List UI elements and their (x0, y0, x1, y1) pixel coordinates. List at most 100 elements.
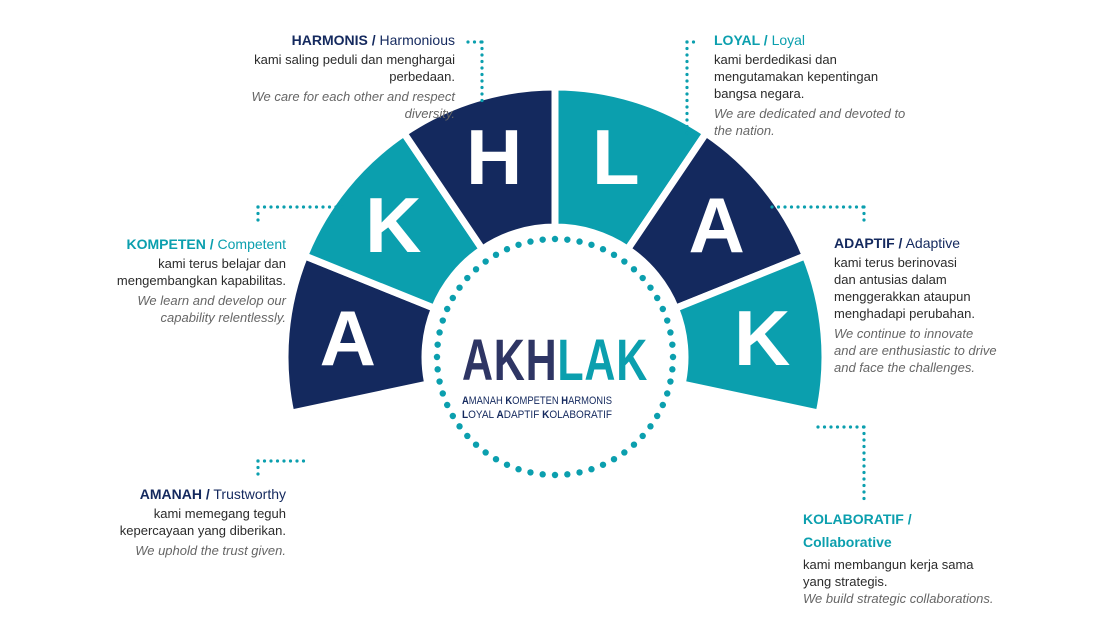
ring-dot (610, 455, 618, 463)
ring-dot (669, 353, 677, 361)
kompeten-english: We learn and develop our capability rele… (137, 293, 286, 325)
ring-dot (659, 401, 666, 409)
loyal-id-label: LOYAL / (714, 32, 768, 48)
ring-dot (436, 329, 443, 336)
loyal-en-label: Loyal (771, 32, 806, 48)
ring-dot (599, 461, 607, 468)
adaptif-english: We continue to innovate and are enthusia… (834, 326, 997, 375)
ring-dot (527, 238, 534, 245)
ring-dot (599, 246, 607, 253)
tagline-rest: ARMONIS (568, 395, 612, 407)
tagline-rest: OLABORATIF (549, 409, 612, 421)
ring-dot (439, 317, 446, 324)
kolaboratif-english: We build strategic collaborations. (803, 591, 994, 606)
kompeten-en-label: Competent (217, 236, 286, 252)
ring-dot (653, 294, 661, 302)
ring-dot (588, 466, 595, 473)
harmonis-description: kami saling peduli dan menghargai perbed… (254, 52, 455, 84)
ring-dot (653, 412, 661, 420)
ring-dot (630, 266, 638, 273)
ring-dot (564, 471, 571, 478)
amanah-en-label: Trustworthy (213, 486, 286, 502)
kompeten-id-label: KOMPETEN / (126, 236, 214, 252)
segment-letter: A (320, 294, 376, 382)
kolaboratif-title: KOLABORATIF / Collaborative (803, 508, 953, 554)
segment-3: H (399, 83, 559, 255)
ring-dot (464, 274, 471, 282)
ring-dot (576, 469, 583, 476)
kompeten-title: KOMPETEN / Competent (26, 235, 287, 254)
kolaboratif-id-label: KOLABORATIF / (803, 511, 912, 527)
ring-dot (482, 258, 489, 265)
adaptif-block: ADAPTIF / Adaptive kami terus berinovasi… (834, 234, 1084, 376)
harmonis-block: HARMONIS / Harmonious kami saling peduli… (195, 31, 455, 122)
segment-2: K (300, 128, 488, 313)
logo-tagline-line1: AMANAH KOMPETEN HARMONIS (462, 395, 612, 407)
logo-teal-part: LAK (557, 328, 648, 393)
ring-dot (667, 329, 674, 336)
segment-4: L (551, 83, 711, 255)
ring-dot (539, 471, 546, 478)
tagline-rest: OYAL (468, 409, 496, 421)
tagline-initial: H (561, 395, 568, 407)
ring-dot (464, 432, 471, 440)
segment-shape (670, 251, 829, 418)
dotted-connectors (256, 40, 866, 502)
ring-dot (434, 341, 441, 348)
ring-dot (639, 274, 646, 282)
tagline-rest: DAPTIF (504, 409, 542, 421)
loyal-english: We are dedicated and devoted to the nati… (714, 106, 906, 138)
ring-dot (472, 441, 480, 448)
arc-segments: AKH LAK (281, 83, 829, 418)
adaptif-id-label: ADAPTIF / (834, 235, 903, 251)
ring-dot (630, 441, 638, 448)
tagline-initial: A (462, 395, 469, 407)
segment-6: K (670, 251, 829, 418)
tagline-rest: MANAH (469, 395, 506, 407)
segment-letter: L (592, 113, 640, 201)
amanah-description: kami memegang teguh kepercayaan yang dib… (119, 506, 286, 538)
ring-dot (492, 251, 500, 259)
kolaboratif-description: kami membangun kerja sama yang strategis… (803, 557, 974, 589)
ring-dot (527, 469, 534, 476)
ring-dot (439, 390, 446, 397)
ring-dot (669, 341, 676, 348)
tagline-initial: L (462, 409, 468, 421)
adaptif-en-label: Adaptive (905, 235, 961, 251)
ring-dot (647, 284, 654, 291)
ring-dot (576, 238, 583, 245)
harmonis-title: HARMONIS / Harmonious (195, 31, 455, 50)
ring-dot (621, 258, 628, 265)
amanah-english: We uphold the trust given. (135, 543, 286, 558)
inner-dotted-ring (433, 235, 677, 479)
harmonis-id-label: HARMONIS / (291, 32, 376, 48)
ring-dot (669, 366, 676, 373)
loyal-title: LOYAL / Loyal (714, 31, 974, 50)
kolaboratif-en-label: Collaborative (803, 534, 892, 550)
segment-letter: A (688, 181, 744, 269)
loyal-description: kami berdedikasi dan mengutamakan kepent… (714, 52, 879, 101)
ring-dot (539, 236, 546, 243)
ring-dot (482, 449, 489, 456)
logo-wordmark: AKHLAK (462, 328, 648, 393)
ring-dot (433, 353, 441, 361)
ring-dot (551, 235, 559, 243)
ring-dot (472, 266, 480, 273)
segment-letter: K (365, 181, 421, 269)
amanah-id-label: AMANAH / (139, 486, 210, 502)
ring-dot (664, 390, 671, 397)
ring-dot (551, 471, 559, 479)
logo-tagline-line2: LOYAL ADAPTIF KOLABORATIF (462, 409, 612, 421)
tagline-initial: K (505, 395, 512, 407)
segment-letter: H (466, 113, 522, 201)
harmonis-en-label: Harmonious (379, 32, 455, 48)
ring-dot (444, 401, 451, 409)
kompeten-block: KOMPETEN / Competent kami terus belajar … (26, 235, 286, 326)
ring-dot (564, 236, 571, 243)
ring-dot (610, 251, 618, 259)
ring-dot (588, 241, 595, 248)
ring-dot (503, 246, 511, 253)
adaptif-description: kami terus berinovasi dan antusias dalam… (834, 255, 975, 321)
ring-dot (444, 305, 451, 313)
